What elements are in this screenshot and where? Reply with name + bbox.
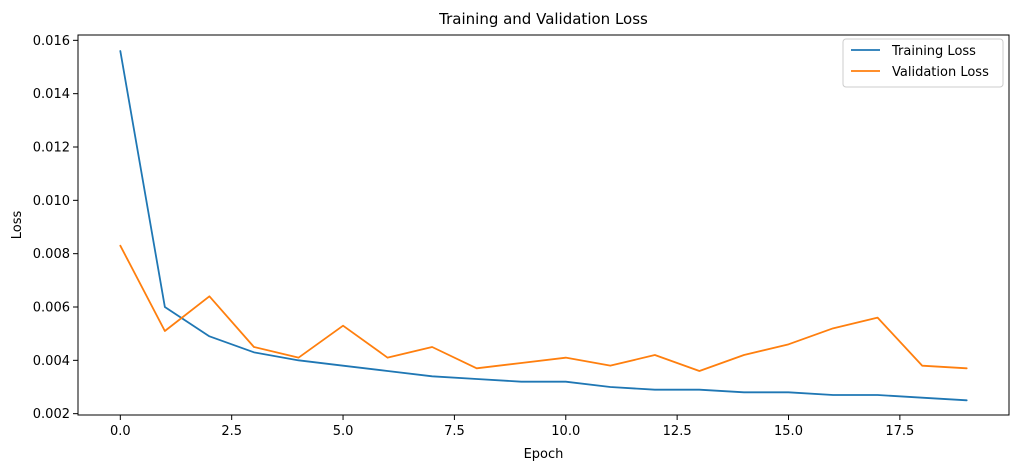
legend-box: [842, 38, 1004, 88]
y-tick-label: 0.014: [33, 87, 70, 102]
y-tick-label: 0.016: [33, 34, 70, 49]
legend-label-training: Training Loss: [891, 44, 976, 59]
x-tick-label: 15.0: [774, 424, 803, 439]
x-axis-title: Epoch: [524, 447, 564, 462]
y-tick-label: 0.008: [33, 247, 70, 262]
x-tick-label: 5.0: [333, 424, 354, 439]
x-tick-label: 2.5: [221, 424, 242, 439]
legend: Training Loss Validation Loss: [842, 38, 1004, 88]
x-tick-label: 0.0: [110, 424, 131, 439]
series-lines: [119, 50, 968, 402]
y-tick-label: 0.010: [33, 194, 70, 209]
y-tick-label: 0.002: [33, 407, 70, 422]
plot-area: [77, 34, 1010, 416]
x-axis: 0.0 2.5 5.0 7.5 10.0 12.5 15.0 17.5: [110, 415, 914, 439]
y-tick-label: 0.006: [33, 301, 70, 316]
x-tick-label: 7.5: [444, 424, 465, 439]
y-axis: 0.002 0.004 0.006 0.008 0.010 0.012 0.014 0.016: [33, 34, 78, 422]
chart-title: Training and Validation Loss: [438, 10, 648, 28]
y-tick-label: 0.004: [33, 354, 70, 369]
x-tick-label: 17.5: [885, 424, 914, 439]
y-tick-label: 0.012: [33, 141, 70, 156]
y-axis-title: Loss: [10, 211, 25, 240]
series-line-training: [119, 50, 968, 402]
series-line-validation: [119, 244, 968, 372]
legend-label-validation: Validation Loss: [892, 65, 989, 80]
x-tick-label: 10.0: [551, 424, 580, 439]
plot-frame: [77, 34, 1010, 416]
x-tick-label: 12.5: [663, 424, 692, 439]
